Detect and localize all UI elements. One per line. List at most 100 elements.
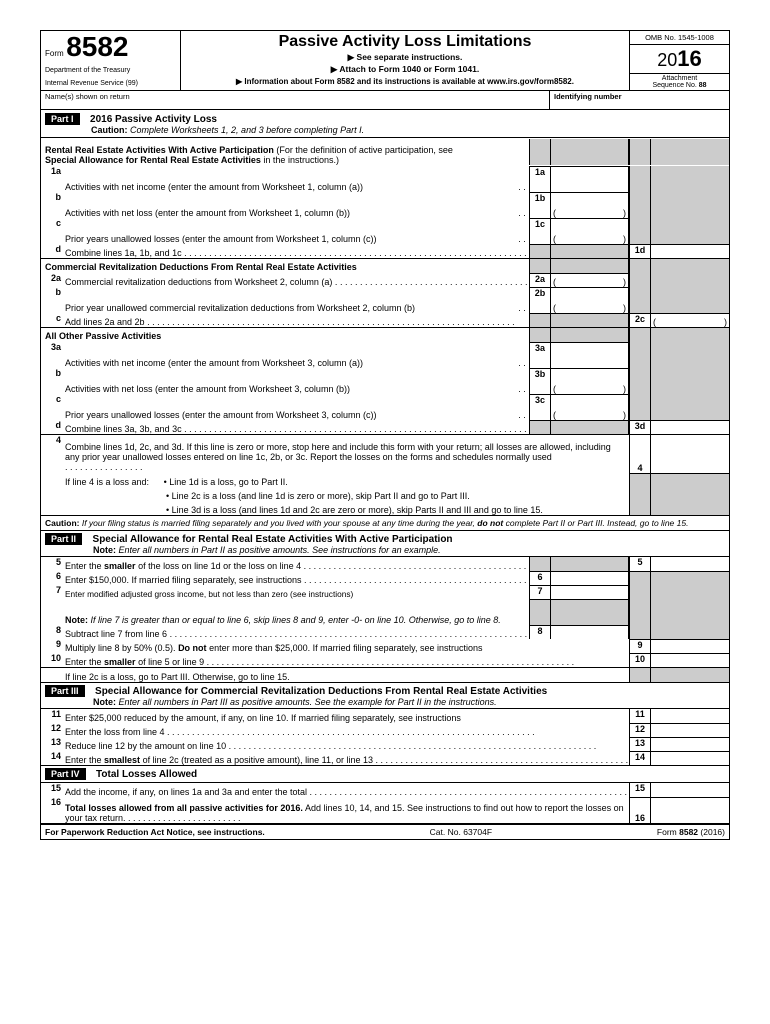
g bbox=[629, 571, 651, 585]
attach-label: Attachment bbox=[662, 75, 697, 82]
amount-1b[interactable]: () bbox=[551, 192, 629, 218]
footer-center: Cat. No. 63704F bbox=[430, 827, 492, 837]
line-1d-text: Combine lines 1a, 1b, and 1c bbox=[65, 248, 182, 258]
amount-3d[interactable] bbox=[651, 420, 729, 434]
grey-1c-1 bbox=[629, 218, 651, 244]
amount-2b[interactable]: () bbox=[551, 287, 629, 313]
box-label-10: 10 bbox=[629, 653, 651, 667]
year-prefix: 20 bbox=[657, 50, 677, 70]
part1-caution2: Caution: If your filing status is marrie… bbox=[41, 516, 729, 531]
header-right: OMB No. 1545-1008 2016 Attachment Sequen… bbox=[629, 31, 729, 90]
line-6-desc: Enter $150,000. If married filing separa… bbox=[65, 575, 529, 585]
bul3: • Line 3d is a loss (and lines 1d and 2c… bbox=[65, 505, 629, 515]
g bbox=[551, 328, 629, 342]
form-number: 8582 bbox=[66, 31, 128, 62]
amount-14[interactable] bbox=[651, 751, 729, 765]
line-3c-text: Prior years unallowed losses (enter the … bbox=[65, 410, 516, 420]
g bbox=[529, 328, 551, 342]
amount-2a[interactable]: () bbox=[551, 273, 629, 287]
sub2: ▶ Attach to Form 1040 or Form 1041. bbox=[185, 64, 625, 75]
amount-3b[interactable]: () bbox=[551, 368, 629, 394]
section-a-head: Rental Real Estate Activities With Activ… bbox=[45, 145, 274, 155]
amount-2c[interactable]: () bbox=[651, 313, 729, 327]
part3-title: Special Allowance for Commercial Revital… bbox=[95, 686, 547, 697]
footer-left: For Paperwork Reduction Act Notice, see … bbox=[45, 827, 265, 837]
box-label-1c: 1c bbox=[529, 218, 551, 244]
amount-8[interactable] bbox=[551, 625, 629, 639]
c2t: If your filing status is married filing … bbox=[79, 518, 477, 528]
amount-3a[interactable] bbox=[551, 342, 629, 368]
grey-1d-1 bbox=[529, 244, 551, 258]
box-label-15: 15 bbox=[629, 783, 651, 797]
amount-10[interactable] bbox=[651, 653, 729, 667]
g bbox=[629, 287, 651, 313]
box-label-1d: 1d bbox=[629, 244, 651, 258]
g bbox=[651, 668, 729, 682]
line-4-desc: Combine lines 1d, 2c, and 3d. If this li… bbox=[65, 442, 629, 473]
line-1b-text: Activities with net loss (enter the amou… bbox=[65, 208, 516, 218]
line-8-desc: Subtract line 7 from line 6 bbox=[65, 629, 529, 639]
note-t: Enter all numbers in Part II as positive… bbox=[116, 545, 441, 555]
box-label-6: 6 bbox=[529, 571, 551, 585]
box-label-1a: 1a bbox=[529, 166, 551, 192]
fr2: 8582 bbox=[679, 827, 698, 837]
line-num-7: 7 bbox=[41, 585, 65, 595]
g bbox=[629, 368, 651, 394]
names-field[interactable]: Name(s) shown on return bbox=[41, 91, 549, 109]
part1-header: Part I 2016 Passive Activity Loss bbox=[41, 110, 729, 125]
amount-4[interactable] bbox=[651, 435, 729, 473]
line-num-3b: b bbox=[41, 368, 65, 378]
section-a-sub: (For the definition of active participat… bbox=[274, 145, 453, 155]
amount-6[interactable] bbox=[551, 571, 629, 585]
section-c-head: All Other Passive Activities bbox=[45, 331, 161, 341]
amount-1d[interactable] bbox=[651, 244, 729, 258]
amount-5[interactable] bbox=[651, 557, 729, 571]
part4-label: Part IV bbox=[45, 768, 86, 780]
box-label-9: 9 bbox=[629, 639, 651, 653]
line-num-1b: b bbox=[41, 192, 65, 202]
amount-12[interactable] bbox=[651, 723, 729, 737]
part2-title: Special Allowance for Rental Real Estate… bbox=[93, 534, 453, 545]
line-2b-desc: Prior year unallowed commercial revitali… bbox=[65, 303, 529, 313]
amount-1a[interactable] bbox=[551, 166, 629, 192]
g bbox=[651, 625, 729, 639]
line-1d-desc: Combine lines 1a, 1b, and 1c bbox=[65, 248, 529, 258]
part3-header: Part III Special Allowance for Commercia… bbox=[41, 683, 729, 697]
line-12-desc: Enter the loss from line 4 bbox=[65, 727, 629, 737]
form-label: Form bbox=[45, 49, 64, 58]
grey-col-2 bbox=[551, 139, 629, 165]
omb: OMB No. 1545-1008 bbox=[630, 31, 729, 45]
line-num-9: 9 bbox=[41, 639, 65, 649]
caution-bold: Caution: bbox=[91, 125, 128, 135]
line-num-6: 6 bbox=[41, 571, 65, 581]
amount-15[interactable] bbox=[651, 783, 729, 797]
grey-1d-2 bbox=[551, 244, 629, 258]
amount-1c[interactable]: () bbox=[551, 218, 629, 244]
amount-11[interactable] bbox=[651, 709, 729, 723]
id-number-field[interactable]: Identifying number bbox=[549, 91, 729, 109]
amount-7[interactable] bbox=[551, 585, 629, 599]
g bbox=[629, 342, 651, 368]
g bbox=[529, 557, 551, 571]
form-title: Passive Activity Loss Limitations bbox=[185, 33, 625, 51]
amount-13[interactable] bbox=[651, 737, 729, 751]
n7b: Note: bbox=[65, 615, 88, 625]
box-label-1b: 1b bbox=[529, 192, 551, 218]
amount-9[interactable] bbox=[651, 639, 729, 653]
n3t: Enter all numbers in Part III as positiv… bbox=[116, 697, 497, 707]
amount-16[interactable] bbox=[651, 797, 729, 823]
part1-label: Part I bbox=[45, 113, 80, 125]
fr1: Form bbox=[657, 827, 679, 837]
line-3b-desc: Activities with net loss (enter the amou… bbox=[65, 384, 529, 394]
line-num-5: 5 bbox=[41, 557, 65, 567]
line-1c-desc: Prior years unallowed losses (enter the … bbox=[65, 234, 529, 244]
amount-3c[interactable]: () bbox=[551, 394, 629, 420]
line-3d-text: Combine lines 3a, 3b, and 3c bbox=[65, 424, 182, 434]
l5b: smaller bbox=[104, 561, 136, 571]
grey-1a-1 bbox=[629, 166, 651, 192]
grey-1c-2 bbox=[651, 218, 729, 244]
box-label-5: 5 bbox=[629, 557, 651, 571]
form-8582: Form 8582 Department of the Treasury Int… bbox=[40, 30, 730, 840]
line-1b-desc: Activities with net loss (enter the amou… bbox=[65, 208, 529, 218]
line-2c-text: Add lines 2a and 2b bbox=[65, 317, 145, 327]
